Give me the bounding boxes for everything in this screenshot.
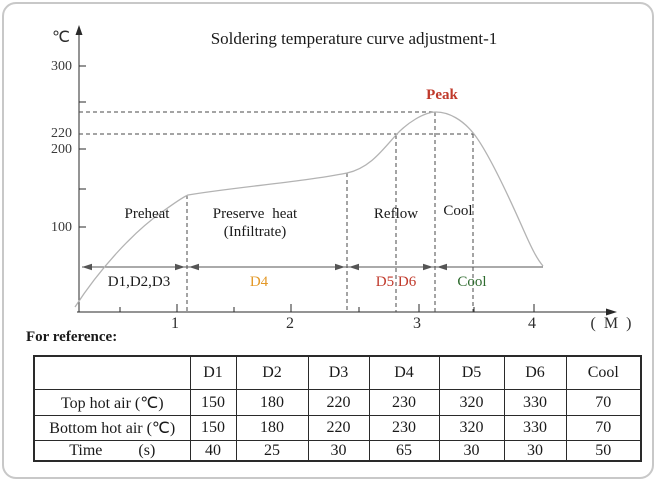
stage-label-preheat: Preheat (124, 206, 170, 222)
y-tick-100: 100 (51, 220, 72, 235)
table-row: Bottom hot air (℃) 150 180 220 230 320 3… (33, 415, 642, 441)
time-unit: (s) (138, 441, 156, 459)
y-axis-unit: ℃ (52, 29, 70, 46)
table-cell: 180 (235, 389, 309, 416)
table-cell: 70 (565, 389, 642, 416)
table-cell: 220 (307, 389, 370, 416)
table-row: Time (s) 40 25 30 65 30 30 50 (33, 440, 642, 462)
x-axis (77, 304, 609, 313)
table-cell: 180 (235, 415, 309, 441)
row-label-top-hot-air: Top hot air (℃) (33, 389, 191, 416)
header-cell-blank (33, 355, 191, 390)
table-cell: 25 (235, 440, 309, 462)
y-tick-200: 200 (51, 142, 72, 157)
peak-annotation: Peak (426, 87, 458, 103)
header-cell-d5: D5 (438, 355, 505, 390)
for-reference-label: For reference: (26, 329, 118, 345)
header-cell-d1: D1 (189, 355, 237, 390)
header-cell-d6: D6 (503, 355, 567, 390)
table-cell: 150 (189, 389, 237, 416)
x-axis-unit: ( M ) (590, 315, 634, 332)
y-tick-300: 300 (51, 59, 72, 74)
table-row: Top hot air (℃) 150 180 220 230 320 330 … (33, 389, 642, 416)
region-label-d1-d2-d3: D1,D2,D3 (107, 274, 171, 290)
table-cell: 65 (368, 440, 440, 462)
x-tick-2: 2 (286, 315, 294, 332)
table-cell: 320 (438, 415, 505, 441)
chart-title: Soldering temperature curve adjustment-1 (210, 29, 498, 48)
row-label-time: Time (s) (33, 440, 191, 462)
table-cell: 150 (189, 415, 237, 441)
header-cell-d2: D2 (235, 355, 309, 390)
curve-chart-canvas (74, 25, 617, 316)
time-label: Time (69, 441, 103, 459)
region-span-line (82, 263, 543, 271)
table-cell: 220 (307, 415, 370, 441)
table-cell: 230 (368, 415, 440, 441)
table-cell: 330 (503, 415, 567, 441)
table-cell: 40 (189, 440, 237, 462)
region-label-d4: D4 (249, 274, 269, 290)
x-tick-3: 3 (413, 315, 421, 332)
table-cell: 330 (503, 389, 567, 416)
table-cell: 50 (565, 440, 642, 462)
table-cell: 30 (307, 440, 370, 462)
region-label-cool: Cool (457, 274, 487, 290)
stage-label-preserve-heat: Preserve heat (212, 206, 298, 222)
stage-label-infiltrate: (Infiltrate) (223, 224, 287, 240)
table-cell: 30 (438, 440, 505, 462)
y-tick-220: 220 (51, 126, 72, 141)
table-header-row: D1 D2 D3 D4 D5 D6 Cool (33, 355, 642, 390)
row-label-bottom-hot-air: Bottom hot air (℃) (33, 415, 191, 441)
y-axis (78, 33, 86, 312)
header-cell-cool: Cool (565, 355, 642, 390)
x-tick-4: 4 (528, 315, 536, 332)
x-tick-1: 1 (171, 315, 179, 332)
table-cell: 320 (438, 389, 505, 416)
region-label-d5-d6: D5 D6 (375, 274, 417, 290)
y-axis-arrow (75, 25, 83, 35)
table-cell: 30 (503, 440, 567, 462)
reference-table: D1 D2 D3 D4 D5 D6 Cool Top hot air (℃) 1… (33, 355, 642, 462)
stage-label-reflow: Reflow (373, 206, 419, 222)
header-cell-d3: D3 (307, 355, 370, 390)
table-cell: 70 (565, 415, 642, 441)
table-cell: 230 (368, 389, 440, 416)
header-cell-d4: D4 (368, 355, 440, 390)
stage-label-cool: Cool (443, 203, 473, 219)
